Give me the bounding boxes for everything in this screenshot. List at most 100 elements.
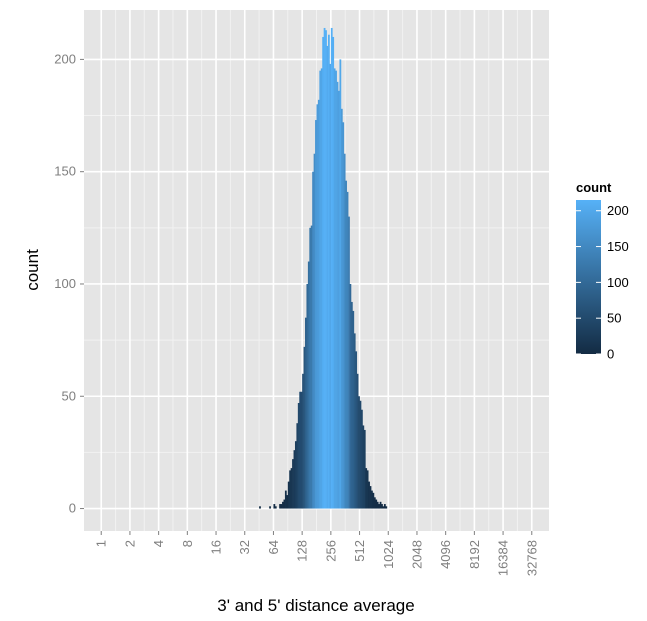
- histogram-bar: [366, 470, 369, 509]
- x-tick-label: 1024: [381, 540, 396, 569]
- histogram-bar: [355, 351, 358, 509]
- histogram-bar: [296, 423, 299, 509]
- x-tick-label: 2: [122, 540, 137, 547]
- histogram-bar: [274, 506, 277, 509]
- histogram-bar: [269, 506, 271, 509]
- x-tick-label: 16: [209, 540, 224, 554]
- y-axis-title: count: [23, 249, 42, 291]
- histogram-bar: [300, 391, 303, 509]
- histogram-bar: [307, 261, 310, 509]
- histogram-bar: [381, 504, 383, 509]
- histogram-bars: [259, 27, 388, 509]
- histogram-bar: [299, 391, 302, 509]
- histogram-bar: [315, 120, 317, 509]
- histogram-bar: [376, 501, 379, 509]
- histogram-bar: [333, 68, 336, 509]
- histogram-bar: [368, 481, 370, 509]
- histogram-bar: [316, 104, 319, 509]
- histogram-bar: [359, 400, 362, 509]
- x-tick-label: 4096: [438, 540, 453, 569]
- histogram-bar: [280, 504, 283, 509]
- x-tick-label: 128: [295, 540, 310, 562]
- x-tick-label: 512: [352, 540, 367, 562]
- histogram-bar: [338, 90, 340, 509]
- histogram-bar: [382, 506, 385, 509]
- histogram-bar: [283, 499, 286, 509]
- histogram-bar: [356, 373, 359, 509]
- histogram-bar: [259, 506, 261, 509]
- histogram-bar: [365, 468, 368, 509]
- histogram-bar: [306, 283, 309, 509]
- histogram-bar: [379, 501, 382, 509]
- histogram-bar: [385, 506, 388, 509]
- histogram-bar: [373, 497, 376, 509]
- histogram-bar: [290, 468, 293, 509]
- histogram-bar: [312, 171, 314, 509]
- histogram-bar: [362, 425, 365, 509]
- y-tick-label: 200: [54, 51, 76, 66]
- x-tick-label: 1: [94, 540, 109, 547]
- histogram-bar: [350, 301, 353, 509]
- minor-gridlines: [84, 10, 549, 531]
- histogram-bar: [286, 495, 289, 509]
- legend-label: 150: [607, 239, 629, 254]
- legend: count 200 150 100 50 0: [576, 180, 629, 362]
- histogram-bar: [273, 504, 276, 509]
- histogram-bar: [336, 81, 339, 509]
- x-tick-label: 8192: [467, 540, 482, 569]
- histogram-bar: [378, 504, 380, 509]
- histogram-bar: [293, 450, 296, 509]
- histogram-bar: [342, 122, 345, 509]
- histogram-bar: [289, 470, 292, 509]
- histogram-bar: [353, 333, 356, 509]
- histogram-bar: [329, 63, 332, 509]
- histogram-bar: [322, 36, 325, 509]
- x-tick-label: 4: [151, 540, 166, 547]
- x-tick-label: 8: [180, 540, 195, 547]
- histogram-bar: [349, 283, 352, 509]
- legend-label: 50: [607, 311, 621, 326]
- legend-ticks: 200 150 100 50 0: [576, 203, 629, 362]
- histogram-bar: [297, 402, 300, 509]
- histogram-bar: [294, 441, 297, 509]
- x-axis: 1 2 4 8 16 32 64 128 256 512 1024 2048 4096 8192 16384…: [94, 531, 539, 576]
- x-tick-label: 32768: [524, 540, 539, 576]
- legend-colorbar: [576, 200, 601, 354]
- histogram-bar: [327, 34, 330, 509]
- histogram-bar: [345, 180, 347, 509]
- x-tick-label: 16384: [496, 540, 511, 576]
- y-axis: 0 50 100 150 200: [54, 51, 84, 516]
- legend-title: count: [576, 180, 612, 195]
- histogram-bar: [360, 409, 363, 509]
- histogram-bar: [352, 310, 355, 509]
- x-tick-label: 32: [237, 540, 252, 554]
- histogram-bar: [310, 225, 313, 509]
- x-axis-title: 3' and 5' distance average: [217, 596, 414, 615]
- histogram-bar: [371, 490, 373, 509]
- y-tick-label: 0: [69, 501, 76, 516]
- histogram-bar: [323, 27, 326, 509]
- histogram-bar: [284, 490, 287, 509]
- histogram-bar: [332, 36, 335, 509]
- histogram-bar: [320, 68, 323, 509]
- histogram-bar: [325, 30, 327, 509]
- histogram-bar: [313, 153, 316, 509]
- legend-label: 200: [607, 203, 629, 218]
- histogram-bar: [309, 227, 312, 509]
- y-tick-label: 100: [54, 276, 76, 291]
- histogram-bar: [369, 486, 372, 509]
- histogram-bar: [287, 481, 290, 509]
- histogram-bar: [383, 504, 386, 509]
- histogram-bar: [346, 191, 349, 509]
- histogram-bar: [358, 396, 360, 509]
- legend-label: 100: [607, 275, 629, 290]
- histogram-bar: [348, 216, 350, 509]
- histogram-bar: [302, 373, 304, 509]
- x-tick-label: 64: [266, 540, 281, 554]
- legend-label: 0: [607, 347, 614, 362]
- histogram-bar: [292, 459, 294, 509]
- histogram-bar: [335, 70, 337, 509]
- histogram-bar: [282, 501, 284, 509]
- histogram-bar: [319, 70, 322, 509]
